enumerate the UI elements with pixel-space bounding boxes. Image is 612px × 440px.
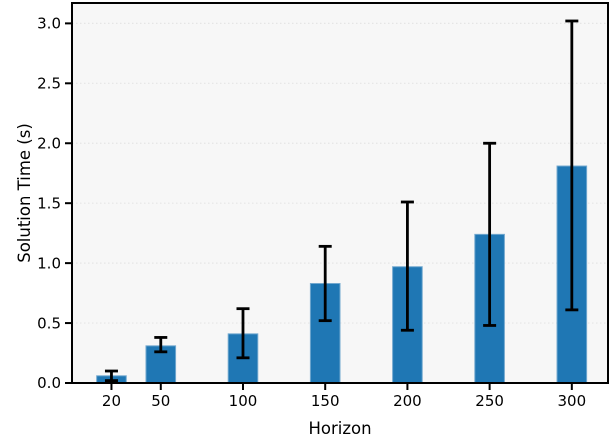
y-tick-label: 1.0 [37,254,61,272]
y-axis-label: Solution Time (s) [15,123,34,263]
x-tick-label: 250 [475,392,504,410]
y-tick-label: 0.0 [37,374,61,392]
y-tick-label: 1.5 [37,194,61,212]
x-tick-label: 100 [229,392,258,410]
y-tick-label: 3.0 [37,15,61,33]
x-tick-label: 300 [558,392,587,410]
axes-frame [71,2,609,384]
x-tick-label: 200 [393,392,422,410]
x-tick-label: 150 [311,392,340,410]
y-tick-label: 2.5 [37,75,61,93]
y-tick-label: 0.5 [37,314,61,332]
x-tick-label: 20 [102,392,121,410]
y-tick-label: 2.0 [37,134,61,152]
x-tick-label: 50 [151,392,170,410]
x-axis-label: Horizon [308,419,371,438]
